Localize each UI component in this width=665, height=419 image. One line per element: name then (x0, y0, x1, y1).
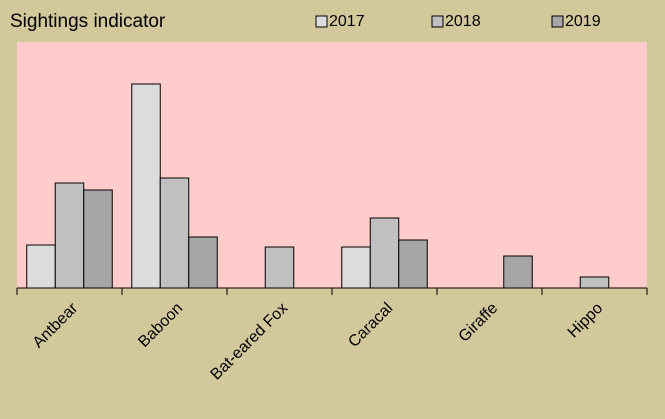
legend-label: 2019 (565, 13, 601, 30)
bar (83, 189, 113, 289)
bar (131, 83, 161, 289)
bar (26, 244, 56, 289)
bar (54, 182, 85, 289)
legend-swatch (431, 15, 444, 28)
legend-label: 2017 (329, 13, 365, 30)
bar (341, 246, 371, 289)
bar (188, 236, 218, 289)
bar (369, 217, 400, 289)
legend-swatch (551, 15, 564, 28)
bar (264, 246, 295, 289)
legend-swatch (315, 15, 328, 28)
bar (579, 276, 610, 289)
plot-area (17, 42, 647, 288)
legend-label: 2018 (445, 13, 481, 30)
chart-title: Sightings indicator (10, 11, 166, 32)
bar (503, 255, 533, 289)
bar (398, 239, 428, 289)
bar (159, 177, 190, 289)
